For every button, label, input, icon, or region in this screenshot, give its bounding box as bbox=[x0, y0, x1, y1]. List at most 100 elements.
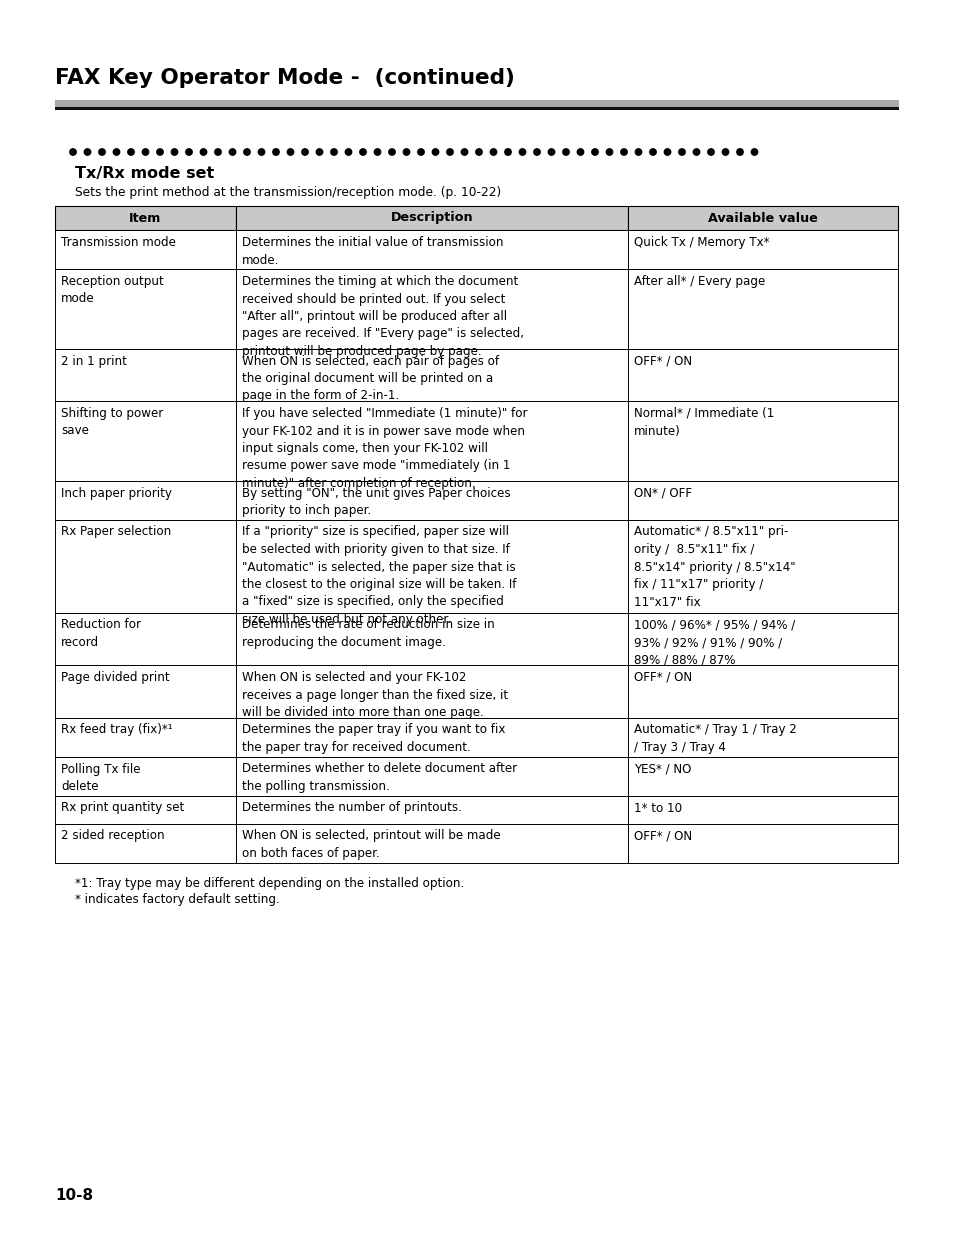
Text: Reduction for
record: Reduction for record bbox=[61, 619, 141, 650]
Bar bbox=[627, 230, 897, 269]
Bar bbox=[235, 718, 627, 757]
Bar bbox=[627, 520, 897, 613]
Bar bbox=[55, 206, 235, 230]
Bar bbox=[627, 401, 897, 480]
Circle shape bbox=[721, 148, 728, 156]
Circle shape bbox=[461, 148, 467, 156]
Bar bbox=[235, 269, 627, 348]
Bar bbox=[627, 206, 897, 230]
Circle shape bbox=[504, 148, 511, 156]
Circle shape bbox=[476, 148, 481, 156]
Text: Determines whether to delete document after
the polling transmission.: Determines whether to delete document af… bbox=[242, 762, 517, 793]
Circle shape bbox=[649, 148, 656, 156]
Text: Shifting to power
save: Shifting to power save bbox=[61, 408, 163, 437]
Bar bbox=[235, 206, 627, 230]
Bar bbox=[55, 348, 235, 401]
Bar bbox=[235, 401, 627, 480]
Circle shape bbox=[316, 148, 322, 156]
Circle shape bbox=[113, 148, 119, 156]
Bar bbox=[55, 480, 235, 520]
Circle shape bbox=[258, 148, 264, 156]
Circle shape bbox=[287, 148, 294, 156]
Circle shape bbox=[200, 148, 207, 156]
Bar bbox=[235, 613, 627, 664]
Text: Available value: Available value bbox=[707, 211, 817, 225]
Circle shape bbox=[518, 148, 525, 156]
Circle shape bbox=[679, 148, 684, 156]
Bar bbox=[627, 348, 897, 401]
Text: When ON is selected, each pair of pages of
the original document will be printed: When ON is selected, each pair of pages … bbox=[242, 354, 498, 403]
Bar bbox=[627, 757, 897, 795]
Text: * indicates factory default setting.: * indicates factory default setting. bbox=[75, 893, 279, 906]
Text: OFF* / ON: OFF* / ON bbox=[634, 671, 691, 684]
Text: Item: Item bbox=[130, 211, 161, 225]
Circle shape bbox=[84, 148, 91, 156]
Bar bbox=[627, 824, 897, 862]
Text: If a "priority" size is specified, paper size will
be selected with priority giv: If a "priority" size is specified, paper… bbox=[242, 526, 516, 626]
Circle shape bbox=[301, 148, 308, 156]
Bar bbox=[55, 718, 235, 757]
Text: Normal* / Immediate (1
minute): Normal* / Immediate (1 minute) bbox=[634, 408, 774, 437]
Circle shape bbox=[156, 148, 163, 156]
Circle shape bbox=[142, 148, 149, 156]
Bar bbox=[55, 269, 235, 348]
Circle shape bbox=[751, 148, 757, 156]
Circle shape bbox=[359, 148, 366, 156]
Bar bbox=[627, 269, 897, 348]
Circle shape bbox=[591, 148, 598, 156]
Bar bbox=[55, 230, 235, 269]
Text: 2 in 1 print: 2 in 1 print bbox=[61, 354, 127, 368]
Circle shape bbox=[172, 148, 177, 156]
Circle shape bbox=[548, 148, 554, 156]
Text: Reception output
mode: Reception output mode bbox=[61, 275, 164, 305]
Text: Determines the number of printouts.: Determines the number of printouts. bbox=[242, 802, 461, 815]
Text: If you have selected "Immediate (1 minute)" for
your FK-102 and it is in power s: If you have selected "Immediate (1 minut… bbox=[242, 408, 527, 490]
Text: Rx print quantity set: Rx print quantity set bbox=[61, 802, 184, 815]
Circle shape bbox=[635, 148, 641, 156]
Bar bbox=[55, 100, 898, 107]
Circle shape bbox=[128, 148, 134, 156]
Bar bbox=[235, 520, 627, 613]
Text: Determines the rate of reduction in size in
reproducing the document image.: Determines the rate of reduction in size… bbox=[242, 619, 495, 650]
Text: Quick Tx / Memory Tx*: Quick Tx / Memory Tx* bbox=[634, 236, 769, 249]
Text: Sets the print method at the transmission/reception mode. (p. 10-22): Sets the print method at the transmissio… bbox=[75, 186, 500, 199]
Circle shape bbox=[273, 148, 279, 156]
Bar bbox=[55, 107, 898, 110]
Circle shape bbox=[606, 148, 612, 156]
Circle shape bbox=[99, 148, 105, 156]
Text: Automatic* / Tray 1 / Tray 2
/ Tray 3 / Tray 4: Automatic* / Tray 1 / Tray 2 / Tray 3 / … bbox=[634, 724, 796, 755]
Circle shape bbox=[663, 148, 670, 156]
Text: YES* / NO: YES* / NO bbox=[634, 762, 691, 776]
Circle shape bbox=[577, 148, 583, 156]
Bar bbox=[627, 664, 897, 718]
Text: FAX Key Operator Mode -  (continued): FAX Key Operator Mode - (continued) bbox=[55, 68, 515, 88]
Bar bbox=[235, 824, 627, 862]
Bar bbox=[235, 795, 627, 824]
Bar bbox=[55, 401, 235, 480]
Bar bbox=[235, 348, 627, 401]
Circle shape bbox=[331, 148, 336, 156]
Circle shape bbox=[389, 148, 395, 156]
Circle shape bbox=[345, 148, 352, 156]
Bar bbox=[627, 480, 897, 520]
Bar bbox=[627, 718, 897, 757]
Circle shape bbox=[446, 148, 453, 156]
Bar bbox=[55, 824, 235, 862]
Text: Transmission mode: Transmission mode bbox=[61, 236, 175, 249]
Text: Determines the initial value of transmission
mode.: Determines the initial value of transmis… bbox=[242, 236, 503, 267]
Bar bbox=[235, 664, 627, 718]
Bar bbox=[55, 664, 235, 718]
Circle shape bbox=[374, 148, 380, 156]
Bar bbox=[55, 613, 235, 664]
Circle shape bbox=[490, 148, 497, 156]
Circle shape bbox=[70, 148, 76, 156]
Bar bbox=[55, 757, 235, 795]
Circle shape bbox=[432, 148, 438, 156]
Bar bbox=[55, 520, 235, 613]
Circle shape bbox=[562, 148, 569, 156]
Circle shape bbox=[229, 148, 235, 156]
Bar bbox=[627, 795, 897, 824]
Text: 10-8: 10-8 bbox=[55, 1188, 93, 1203]
Text: Inch paper priority: Inch paper priority bbox=[61, 487, 172, 499]
Bar bbox=[55, 795, 235, 824]
